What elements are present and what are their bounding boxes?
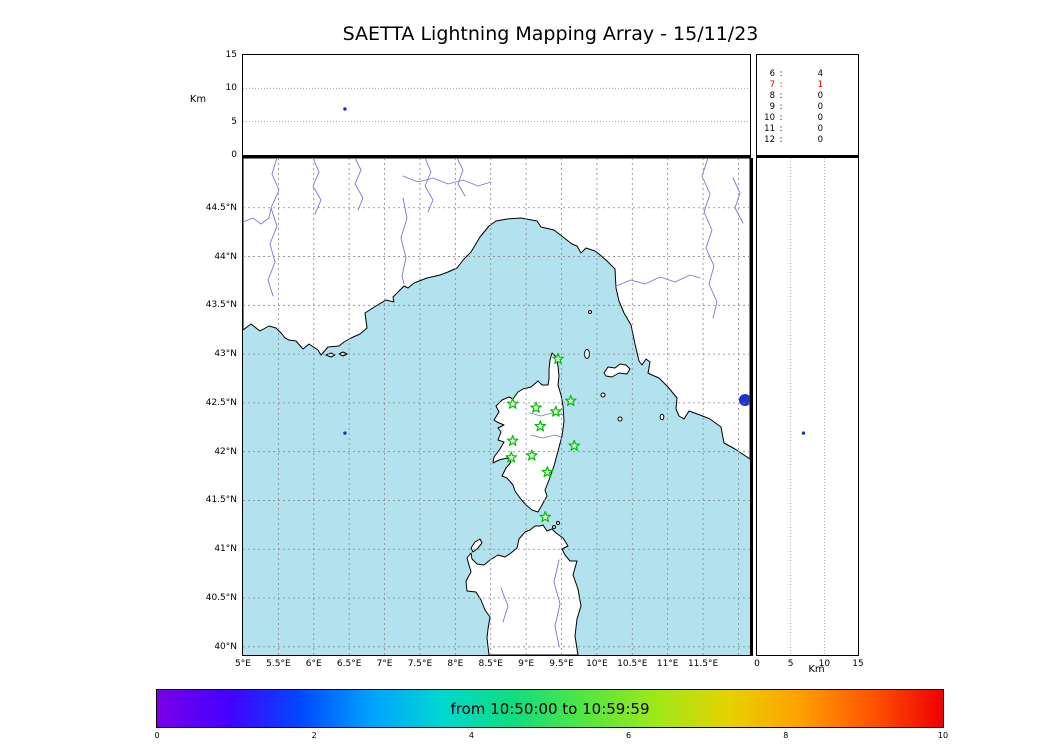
lon-tick-label: 10°E — [586, 659, 608, 669]
island-montecristo — [617, 416, 623, 422]
island-gorgona — [588, 310, 592, 314]
lma-station-marker — [534, 420, 547, 432]
lon-tick-label: 9°E — [518, 659, 535, 669]
rivers — [243, 158, 744, 647]
lightning-source-dot — [343, 431, 347, 435]
lon-tick-label: 8°E — [447, 659, 464, 669]
colorbar-tick-label: 8 — [783, 731, 789, 740]
lma-station-marker — [506, 397, 519, 409]
station-count-row: 6:4 — [769, 69, 823, 79]
lon-tick-label: 7°E — [376, 659, 393, 669]
time-range-label: from 10:50:00 to 10:59:59 — [450, 699, 650, 718]
lma-station-marker — [506, 434, 519, 446]
island-caprera — [556, 521, 560, 525]
island-sardinia — [465, 524, 582, 655]
right-axis-label: Km — [808, 664, 825, 675]
alt-tick-label: 5 — [231, 116, 237, 127]
lon-tick-label: 10.5°E — [617, 659, 648, 669]
station-count-row: 10:0 — [764, 113, 823, 123]
colorbar-tick-label: 6 — [626, 731, 632, 740]
right-km-tick-label: 10 — [818, 659, 831, 669]
coastline-mainland — [243, 158, 750, 460]
station-count-row: 8:0 — [769, 91, 823, 101]
altitude-panel — [242, 54, 751, 158]
lat-tick-label: 42.5°N — [205, 397, 237, 408]
lma-station-marker — [505, 451, 518, 463]
lon-tick-label: 5°E — [235, 659, 251, 669]
island-giglio — [659, 413, 665, 421]
colorbar-tick-label: 4 — [468, 731, 474, 740]
colorbar-tick-label: 2 — [311, 731, 317, 740]
lat-tick-label: 40.5°N — [205, 593, 237, 604]
lightning-source-dot — [343, 107, 347, 111]
lon-tick-label: 11.5°E — [687, 659, 719, 669]
lat-tick-label: 42°N — [214, 446, 237, 457]
lat-tick-label: 44.5°N — [205, 202, 237, 213]
lma-station-marker — [564, 394, 577, 406]
map-panel — [242, 158, 753, 656]
colorbar-tick-label: 0 — [154, 731, 160, 740]
alt-tick-label: 10 — [225, 83, 237, 94]
station-count-row: 7:1 — [769, 80, 823, 90]
right-km-tick-label: 5 — [787, 659, 794, 669]
lon-tick-label: 11°E — [656, 659, 679, 669]
lma-station-marker — [530, 401, 542, 413]
altitude-latitude-panel — [756, 158, 859, 656]
lma-station-marker — [568, 439, 581, 451]
lon-tick-label: 7.5°E — [407, 659, 433, 669]
right-km-tick-label: 0 — [754, 659, 760, 669]
colorbar-tick-label: 10 — [937, 731, 949, 740]
lat-tick-label: 41°N — [214, 544, 237, 555]
station-stats-panel: 6:4 7:1 8:0 9:0 10:0 11:0 12:0 — [756, 54, 859, 158]
lake-bolsena — [739, 394, 750, 406]
lat-tick-label: 43°N — [214, 349, 237, 360]
alt-tick-label: 15 — [225, 50, 237, 60]
lightning-source-dot — [801, 431, 806, 435]
figure-title: SAETTA Lightning Mapping Array - 15/11/2… — [342, 23, 759, 45]
lma-station-marker — [526, 449, 538, 461]
island-asinara — [470, 538, 483, 553]
station-count-row: 11:0 — [764, 124, 823, 134]
lma-station-marker — [550, 405, 562, 417]
station-count-row: 9:0 — [769, 102, 823, 112]
island-maddalena — [552, 525, 556, 529]
altitude-latitude-plot — [790, 158, 825, 655]
station-count-row: 12:0 — [764, 135, 823, 145]
lat-tick-label: 41.5°N — [205, 495, 237, 506]
lon-tick-label: 5.5°E — [266, 659, 291, 669]
station-stats-rows: 6:4 7:1 8:0 9:0 10:0 11:0 12:0 — [757, 55, 858, 146]
lon-tick-label: 9.5°E — [549, 659, 574, 669]
lon-tick-label: 6.5°E — [336, 659, 362, 669]
island-pianosa — [600, 392, 606, 398]
island-elba — [603, 363, 631, 378]
map — [243, 158, 750, 655]
lma-station-markers — [505, 352, 581, 523]
lat-tick-label: 44°N — [214, 251, 237, 262]
lma-station-marker — [541, 466, 554, 478]
island-porquerolles — [325, 352, 336, 358]
lma-station-marker — [552, 352, 564, 364]
lma-station-marker — [539, 510, 552, 523]
time-colorbar: from 10:50:00 to 10:59:59 — [156, 689, 944, 728]
lightning-source-dot-map — [343, 431, 347, 435]
altitude-axis-label: Km — [189, 94, 207, 105]
lon-tick-label: 8.5°E — [478, 659, 503, 669]
lat-tick-label: 40°N — [214, 641, 237, 652]
lat-tick-label: 43.5°N — [205, 300, 237, 311]
alt-tick-label: 0 — [231, 150, 237, 160]
right-km-tick-label: 15 — [852, 659, 864, 669]
lon-tick-label: 6°E — [305, 659, 322, 669]
altitude-plot — [243, 87, 750, 123]
